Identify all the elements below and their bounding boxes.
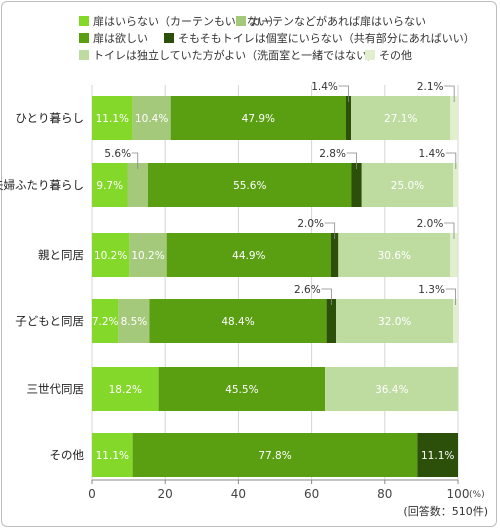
callout-label: 5.6%	[104, 148, 131, 160]
bar-value-label: 10.2%	[94, 250, 127, 262]
bar-segment	[92, 233, 130, 277]
callout-label: 1.3%	[418, 284, 445, 296]
bar-value-label: 30.6%	[378, 250, 411, 262]
bar-segment	[166, 233, 331, 277]
bar-segment	[326, 299, 337, 343]
bar-segment	[132, 433, 418, 477]
callout-leader	[443, 222, 455, 239]
bar-value-label: 36.4%	[375, 384, 408, 396]
bar-segment	[453, 163, 459, 207]
bar-segment	[118, 299, 150, 343]
bar-segment	[450, 233, 458, 277]
x-tick-label: 20	[158, 487, 173, 501]
bar-segment	[453, 299, 458, 343]
bar-segment	[361, 163, 454, 207]
bar-segment	[127, 163, 148, 207]
bar-value-label: 77.8%	[258, 450, 291, 462]
bar-segment	[129, 233, 167, 277]
bar-segment	[92, 433, 133, 477]
category-label: 子どもと同居	[15, 314, 84, 328]
bar-value-label: 25.0%	[391, 180, 424, 192]
legend-label: その他	[379, 49, 412, 62]
bar-segment	[417, 433, 458, 477]
x-tick-label: 0	[88, 487, 96, 501]
category-label: 三世代同居	[27, 382, 85, 396]
x-unit-label: (%)	[469, 490, 485, 500]
bar-segment	[351, 163, 362, 207]
bar-value-label: 9.7%	[96, 180, 123, 192]
bar-segment	[351, 96, 451, 140]
bar-segment	[338, 233, 451, 277]
callout-leader	[324, 222, 336, 239]
legend-label: そもそもトイレは個室にいらない（共有部分にあればいい）	[178, 31, 475, 45]
bar-value-label: 11.1%	[96, 450, 129, 462]
callout-label: 2.1%	[417, 81, 444, 93]
callout-label: 2.0%	[297, 218, 324, 230]
bar-value-label: 10.2%	[131, 250, 164, 262]
legend-label: カーテンなどがあれば扉はいらない	[250, 14, 426, 28]
category-label: その他	[50, 448, 85, 462]
bar-segment	[132, 96, 171, 140]
bar-segment	[170, 96, 347, 140]
legend-swatch	[365, 50, 375, 60]
callout-label: 1.4%	[418, 148, 445, 160]
legend-swatch	[79, 33, 89, 43]
callout-leader	[338, 85, 349, 102]
legend-swatch	[164, 33, 174, 43]
bar-value-label: 45.5%	[225, 384, 258, 396]
response-count-note: (回答数：510件)	[403, 504, 488, 518]
callout-label: 1.4%	[311, 81, 338, 93]
callout-leader	[346, 152, 358, 169]
bar-segment	[346, 96, 352, 140]
legend-swatch	[79, 16, 89, 26]
callout-label: 2.8%	[319, 148, 346, 160]
bar-segment	[147, 163, 352, 207]
category-label: 親と同居	[38, 248, 84, 262]
bar-value-label: 8.5%	[121, 316, 148, 328]
bar-segment	[450, 96, 458, 140]
bar-segment	[92, 96, 133, 140]
legend-label: 扉は欲しい	[93, 31, 148, 45]
bar-segment	[92, 299, 119, 343]
legend-label: トイレは独立していた方がよい（洗面室と一緒ではない）	[93, 48, 378, 62]
bar-segment	[325, 367, 459, 411]
callout-leader	[321, 288, 332, 305]
legend-label: 扉はいらない（カーテンもいらない）	[93, 15, 280, 28]
category-label: ひとり暮らし	[15, 111, 84, 125]
bar-value-label: 48.4%	[221, 316, 254, 328]
callout-label: 2.6%	[294, 284, 321, 296]
bar-segment	[92, 367, 159, 411]
bar-segment	[158, 367, 326, 411]
x-tick-label: 60	[304, 487, 319, 501]
callout-label: 2.0%	[417, 218, 444, 230]
bar-value-label: 10.4%	[135, 113, 168, 125]
category-label: 夫婦ふたり暮らし	[0, 178, 84, 192]
legend-swatch	[236, 16, 246, 26]
callout-leader	[444, 85, 455, 102]
bar-segment	[336, 299, 454, 343]
x-tick-label: 100	[447, 487, 470, 501]
callout-leader	[445, 288, 457, 305]
callout-leader	[445, 152, 457, 169]
legend-swatch	[79, 50, 89, 60]
bar-value-label: 7.2%	[92, 316, 119, 328]
bar-value-label: 27.1%	[384, 113, 417, 125]
x-tick-label: 80	[377, 487, 392, 501]
bar-segment	[330, 233, 339, 277]
bar-segment	[92, 163, 128, 207]
bar-value-label: 44.9%	[232, 250, 265, 262]
bar-value-label: 32.0%	[378, 316, 411, 328]
bar-value-label: 55.6%	[233, 180, 266, 192]
bar-value-label: 11.1%	[421, 450, 454, 462]
bar-value-label: 11.1%	[96, 113, 129, 125]
bar-segment	[149, 299, 327, 343]
bar-value-label: 18.2%	[109, 384, 142, 396]
bar-value-label: 47.9%	[242, 113, 275, 125]
callout-leader	[131, 152, 139, 169]
x-tick-label: 40	[231, 487, 246, 501]
